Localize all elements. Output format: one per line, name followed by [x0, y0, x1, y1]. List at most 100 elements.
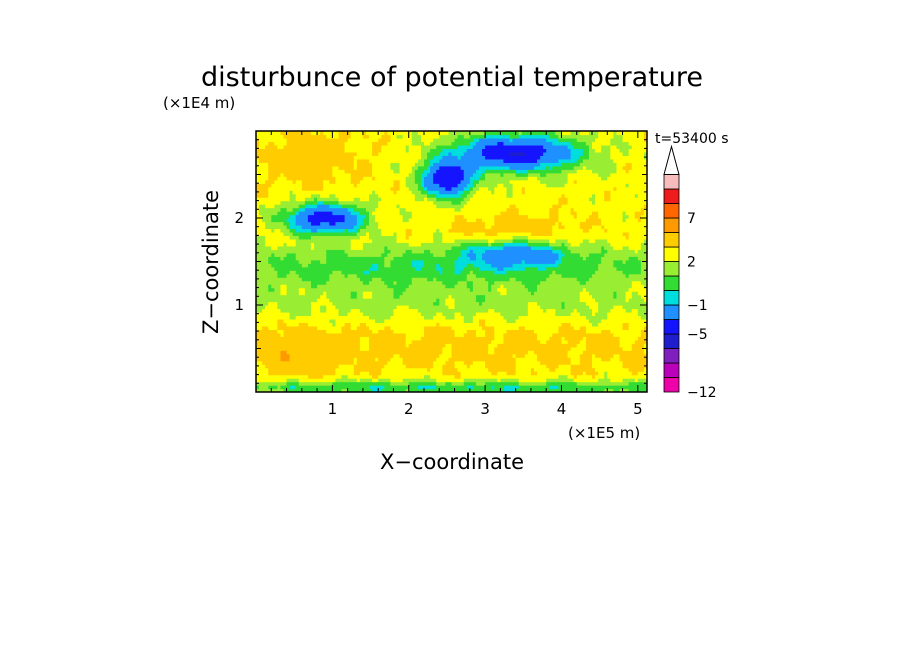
- heatmap-cell: [628, 381, 633, 386]
- heatmap-cell: [537, 350, 541, 355]
- heatmap-cell: [274, 301, 278, 306]
- heatmap-cell: [301, 336, 306, 341]
- heatmap-cell: [433, 259, 437, 264]
- heatmap-cell: [314, 325, 318, 330]
- heatmap-cell: [350, 259, 355, 264]
- heatmap-cell: [353, 270, 358, 275]
- heatmap-cell: [362, 311, 367, 317]
- heatmap-cell: [561, 301, 566, 306]
- heatmap-cell: [454, 287, 459, 292]
- heatmap-cell: [564, 388, 569, 392]
- heatmap-cell: [408, 381, 413, 386]
- heatmap-cell: [369, 367, 373, 372]
- heatmap-cell: [515, 259, 520, 264]
- heatmap-cell: [277, 280, 282, 285]
- heatmap-cell: [460, 325, 465, 330]
- heatmap-cell: [427, 336, 431, 341]
- heatmap-cell: [365, 280, 370, 285]
- heatmap-cell: [329, 301, 333, 306]
- heatmap-cell: [469, 339, 474, 344]
- heatmap-cell: [527, 388, 532, 392]
- heatmap-cell: [268, 298, 272, 303]
- heatmap-cell: [280, 284, 285, 289]
- heatmap-cell: [262, 298, 266, 303]
- heatmap-cell: [573, 256, 578, 261]
- heatmap-cell: [533, 378, 538, 383]
- heatmap-cell: [558, 385, 563, 390]
- heatmap-cell: [427, 273, 431, 278]
- heatmap-cell: [259, 385, 263, 390]
- heatmap-cell: [454, 277, 459, 282]
- heatmap-cell: [622, 318, 627, 323]
- heatmap-cell: [265, 381, 269, 386]
- heatmap-cell: [506, 360, 511, 365]
- heatmap-cell: [286, 291, 291, 296]
- heatmap-cell: [335, 378, 340, 383]
- heatmap-cell: [448, 378, 453, 383]
- heatmap-cell: [320, 350, 324, 355]
- heatmap-cell: [427, 311, 431, 317]
- heatmap-cell: [307, 280, 312, 285]
- heatmap-cell: [420, 287, 425, 292]
- heatmap-cell: [265, 273, 269, 278]
- heatmap-cell: [540, 287, 544, 292]
- heatmap-cell: [475, 298, 480, 303]
- heatmap-cell: [485, 381, 489, 386]
- heatmap-cell: [341, 325, 346, 330]
- heatmap-cell: [381, 329, 385, 334]
- heatmap-cell: [341, 308, 346, 313]
- heatmap-cell: [268, 273, 272, 278]
- heatmap-cell: [326, 336, 330, 341]
- heatmap-cell: [634, 329, 639, 334]
- heatmap-cell: [314, 301, 318, 306]
- heatmap-cell: [341, 273, 346, 278]
- heatmap-cell: [280, 277, 285, 282]
- heatmap-cell: [283, 353, 288, 358]
- heatmap-cell: [338, 360, 343, 365]
- heatmap-cell: [515, 256, 520, 261]
- heatmap-cell: [616, 385, 621, 390]
- heatmap-cell: [289, 301, 294, 306]
- heatmap-cell: [424, 353, 428, 358]
- heatmap-cell: [460, 350, 465, 355]
- heatmap-cell: [448, 353, 453, 358]
- heatmap-cell: [430, 256, 434, 261]
- heatmap-cell: [262, 339, 266, 344]
- heatmap-cell: [417, 336, 422, 341]
- heatmap-cell: [567, 284, 572, 289]
- heatmap-cell: [378, 385, 382, 390]
- heatmap-cell: [256, 385, 260, 390]
- heatmap-cell: [478, 343, 483, 348]
- heatmap-cell: [595, 343, 599, 348]
- heatmap-cell: [533, 364, 538, 369]
- heatmap-cell: [601, 256, 605, 261]
- heatmap-cell: [634, 346, 639, 351]
- heatmap-cell: [317, 294, 321, 299]
- heatmap-cell: [433, 364, 437, 369]
- heatmap-cell: [601, 353, 605, 358]
- heatmap-cell: [381, 360, 385, 365]
- heatmap-cell: [323, 308, 327, 313]
- heatmap-cell: [497, 305, 501, 310]
- heatmap-cell: [369, 311, 373, 317]
- heatmap-cell: [442, 291, 446, 296]
- heatmap-cell: [338, 367, 343, 372]
- heatmap-cell: [301, 367, 306, 372]
- heatmap-cell: [262, 332, 266, 337]
- heatmap-cell: [271, 332, 275, 337]
- heatmap-cell: [417, 311, 422, 317]
- heatmap-cell: [372, 294, 376, 299]
- heatmap-cell: [515, 270, 520, 275]
- heatmap-cell: [356, 294, 361, 299]
- heatmap-cell: [369, 381, 373, 386]
- heatmap-cell: [482, 291, 486, 296]
- heatmap-cell: [564, 357, 569, 362]
- heatmap-cell: [427, 256, 431, 261]
- heatmap-cell: [530, 301, 535, 306]
- heatmap-cell: [463, 298, 468, 303]
- heatmap-cell: [485, 367, 489, 372]
- heatmap-cell: [362, 308, 367, 313]
- heatmap-cell: [643, 256, 647, 261]
- heatmap-cell: [375, 353, 379, 358]
- heatmap-cell: [555, 318, 560, 323]
